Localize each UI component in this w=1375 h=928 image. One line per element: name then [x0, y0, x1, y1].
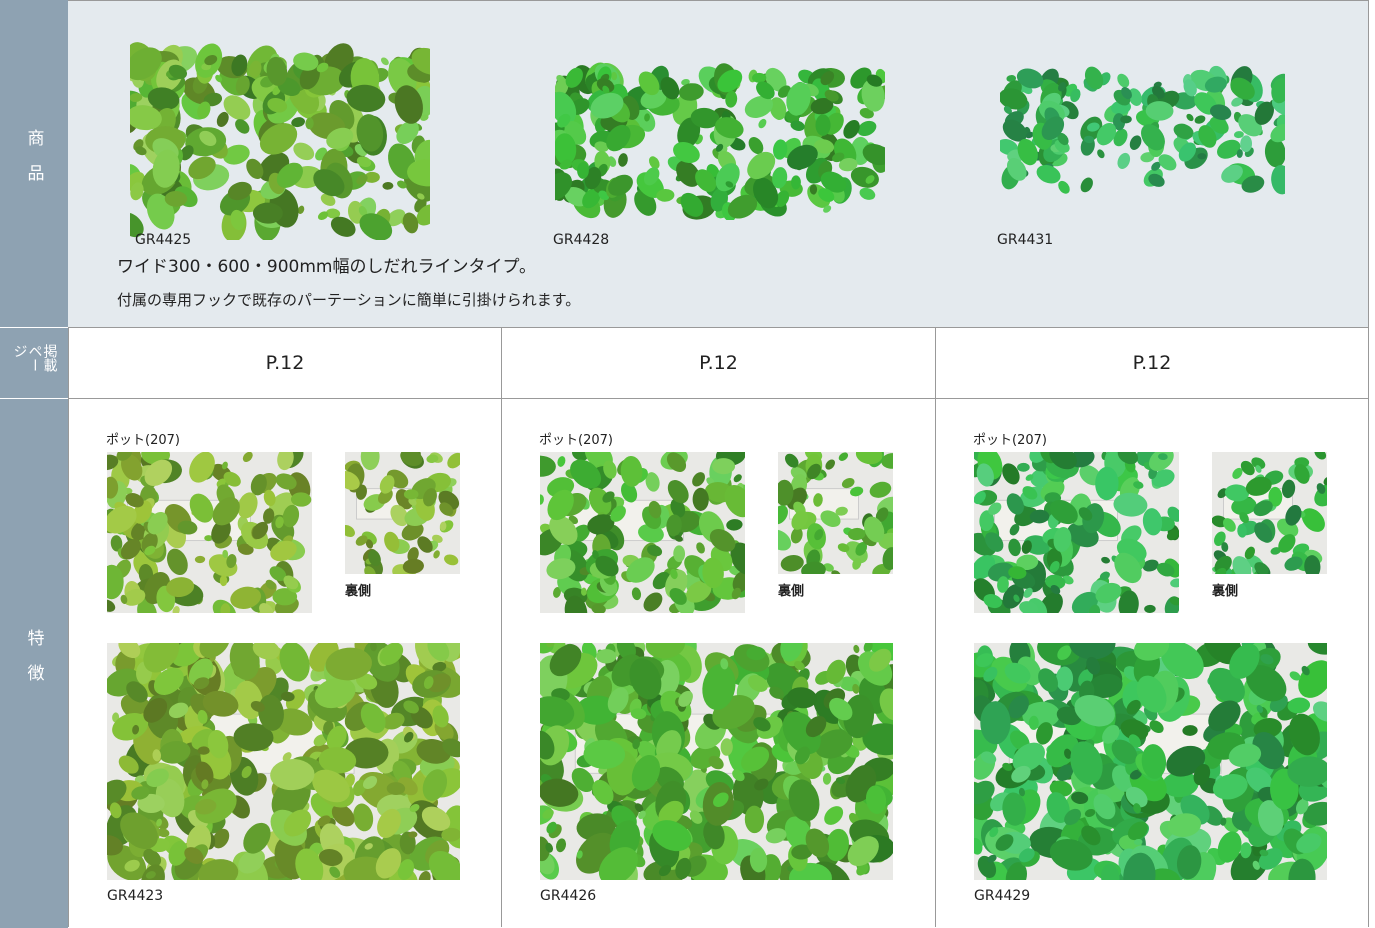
- plant-image: [555, 62, 885, 220]
- label-text: 掲載ページ: [11, 343, 58, 372]
- photo: [974, 452, 1179, 613]
- back-label: 裏側: [778, 584, 805, 599]
- page-cell: P.12: [501, 327, 935, 398]
- plant-image: [345, 452, 460, 574]
- product-image: [1000, 65, 1285, 195]
- back-label: 裏側: [1212, 584, 1239, 599]
- back-label: 裏側: [345, 584, 372, 599]
- photo: [107, 452, 312, 613]
- product-code: GR4426: [540, 888, 597, 904]
- product-code: GR4423: [107, 888, 164, 904]
- product-code: GR4428: [553, 232, 610, 248]
- photo: [540, 643, 893, 880]
- plant-image: [540, 452, 745, 613]
- photo: [107, 643, 460, 880]
- page-cell: P.12: [68, 327, 501, 398]
- pot-label: ポット(207): [973, 433, 1047, 448]
- plant-image: [974, 452, 1179, 613]
- page-cell: P.12: [935, 327, 1368, 398]
- plant-image: [1212, 452, 1327, 574]
- photo: [345, 452, 460, 574]
- photo: [540, 452, 745, 613]
- plant-image: [130, 42, 430, 240]
- feature-cell: [935, 398, 1368, 927]
- plant-image: [540, 643, 893, 880]
- photo: [974, 643, 1327, 880]
- plant-image: [107, 452, 312, 613]
- feature-cell: [68, 398, 501, 927]
- product-code: GR4429: [974, 888, 1031, 904]
- product-code: GR4431: [997, 232, 1054, 248]
- product-code: GR4425: [135, 232, 192, 248]
- product-image: [130, 40, 430, 240]
- label-text: 商品: [23, 128, 44, 199]
- pot-label: ポット(207): [539, 433, 613, 448]
- description: ワイド300・600・900mm幅のしだれラインタイプ。: [117, 257, 536, 277]
- row-label: 商品: [0, 0, 68, 327]
- row-label: 掲載ページ: [0, 327, 68, 399]
- product-image: [555, 60, 885, 220]
- row-label: 特徴: [0, 398, 68, 928]
- label-text: 特徴: [23, 628, 44, 699]
- plant-image: [107, 643, 460, 880]
- plant-image: [778, 452, 893, 574]
- plant-image: [1000, 65, 1285, 195]
- pot-label: ポット(207): [106, 433, 180, 448]
- border: [1368, 0, 1369, 927]
- feature-cell: [501, 398, 935, 927]
- photo: [1212, 452, 1327, 574]
- photo: [778, 452, 893, 574]
- plant-image: [974, 643, 1327, 880]
- description: 付属の専用フックで既存のパーテーションに簡単に引掛けられます。: [117, 291, 581, 309]
